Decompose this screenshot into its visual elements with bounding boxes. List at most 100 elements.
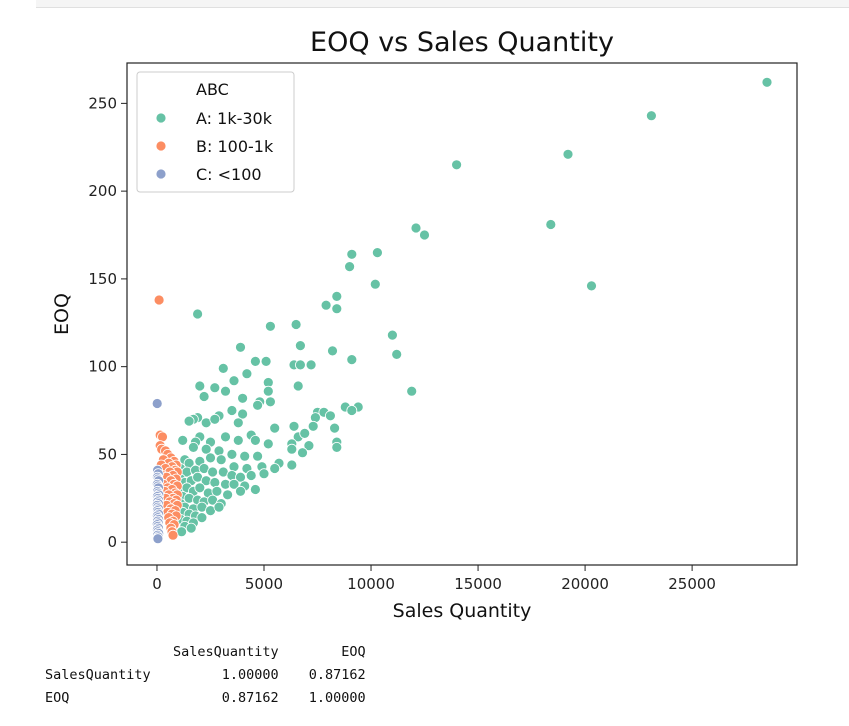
data-point xyxy=(239,450,251,462)
data-point xyxy=(386,329,398,341)
data-point xyxy=(222,489,234,501)
y-tick-label: 0 xyxy=(107,533,117,551)
legend-marker xyxy=(155,140,167,152)
data-point xyxy=(288,420,300,432)
data-point xyxy=(297,447,308,459)
x-axis-label: Sales Quantity xyxy=(393,600,532,622)
data-point xyxy=(205,452,216,464)
data-point xyxy=(371,247,383,259)
data-point xyxy=(209,413,221,425)
table-header-row: SalesQuantity EOQ xyxy=(45,640,366,663)
points-layer xyxy=(151,76,773,545)
data-point xyxy=(262,385,274,397)
legend-marker xyxy=(155,168,167,180)
chart-title: EOQ vs Sales Quantity xyxy=(310,27,614,58)
data-point xyxy=(220,385,231,397)
table-corner-cell xyxy=(45,640,173,663)
correlation-table: SalesQuantity EOQ SalesQuantity 1.00000 … xyxy=(45,640,366,709)
data-point xyxy=(153,294,165,306)
data-point xyxy=(185,522,197,534)
data-point xyxy=(303,440,315,452)
data-point xyxy=(344,261,356,273)
data-point xyxy=(152,533,164,545)
data-point xyxy=(327,345,338,357)
data-point xyxy=(545,219,557,230)
data-point xyxy=(213,445,225,457)
data-point xyxy=(194,380,206,392)
data-point xyxy=(198,391,210,402)
data-point xyxy=(183,415,195,427)
data-point xyxy=(241,368,253,380)
table-cell: 0.87162 xyxy=(221,689,279,706)
data-point xyxy=(264,320,276,332)
data-point xyxy=(249,434,261,446)
x-tick-label: 5000 xyxy=(245,575,283,593)
data-point xyxy=(264,396,276,408)
data-point xyxy=(410,222,422,234)
data-point xyxy=(200,443,212,455)
data-point xyxy=(151,398,163,409)
legend-label: C: <100 xyxy=(196,165,262,184)
data-point xyxy=(235,341,246,353)
data-point xyxy=(192,308,204,320)
data-point xyxy=(262,438,274,450)
data-point xyxy=(249,484,261,495)
y-tick-label: 150 xyxy=(88,270,117,288)
data-point xyxy=(290,319,302,330)
data-point xyxy=(249,355,261,367)
data-point xyxy=(451,159,463,171)
data-point xyxy=(346,354,358,366)
legend-entries: A: 1k-30k B: 100-1k C: <100 xyxy=(155,109,274,184)
data-point xyxy=(232,434,244,446)
data-point xyxy=(220,431,231,443)
data-point xyxy=(228,375,240,387)
y-tick-label: 50 xyxy=(98,445,117,463)
data-point xyxy=(226,405,238,416)
data-point xyxy=(586,280,597,292)
data-point xyxy=(235,485,246,497)
table-cell: 1.00000 xyxy=(221,666,279,683)
data-point xyxy=(305,359,317,371)
data-point xyxy=(252,399,264,411)
data-point xyxy=(232,417,244,429)
data-point xyxy=(329,422,341,434)
table-row: EOQ 0.87162 1.00000 xyxy=(45,686,366,709)
data-point xyxy=(209,477,221,488)
data-point xyxy=(294,359,306,371)
plot-frame xyxy=(126,62,798,566)
data-point xyxy=(286,443,298,455)
data-point xyxy=(419,229,430,241)
data-point xyxy=(346,248,358,260)
legend-label: A: 1k-30k xyxy=(196,109,273,128)
data-point xyxy=(237,392,249,404)
scatter-chart: 0 5000 10000 15000 20000 25000 0 50 100 150 200 25… xyxy=(51,27,798,622)
data-point xyxy=(269,463,281,474)
data-point xyxy=(258,468,270,480)
data-point xyxy=(209,382,221,394)
x-tick-label: 25000 xyxy=(668,575,716,593)
data-point xyxy=(646,110,657,122)
data-point xyxy=(196,512,208,523)
data-point xyxy=(346,405,358,416)
data-point xyxy=(207,466,219,478)
data-point xyxy=(331,303,343,315)
data-point xyxy=(391,348,403,360)
data-point xyxy=(245,470,257,481)
data-point xyxy=(194,482,206,494)
data-point xyxy=(235,471,246,483)
notebook-cell-top-border xyxy=(36,0,849,8)
data-point xyxy=(226,448,238,460)
y-axis-ticks: 0 50 100 150 200 250 xyxy=(88,94,127,551)
x-tick-label: 10000 xyxy=(347,575,395,593)
data-point xyxy=(320,299,332,311)
legend-box xyxy=(136,71,295,193)
column-header: EOQ xyxy=(341,643,366,660)
data-point xyxy=(215,454,227,466)
x-axis-ticks: 0 5000 10000 15000 20000 25000 xyxy=(152,565,716,593)
row-label: EOQ xyxy=(45,689,70,706)
data-point xyxy=(177,434,189,446)
legend-label: B: 100-1k xyxy=(196,137,274,156)
data-point xyxy=(260,355,272,367)
data-point xyxy=(228,478,240,490)
legend-title: ABC xyxy=(196,80,229,99)
